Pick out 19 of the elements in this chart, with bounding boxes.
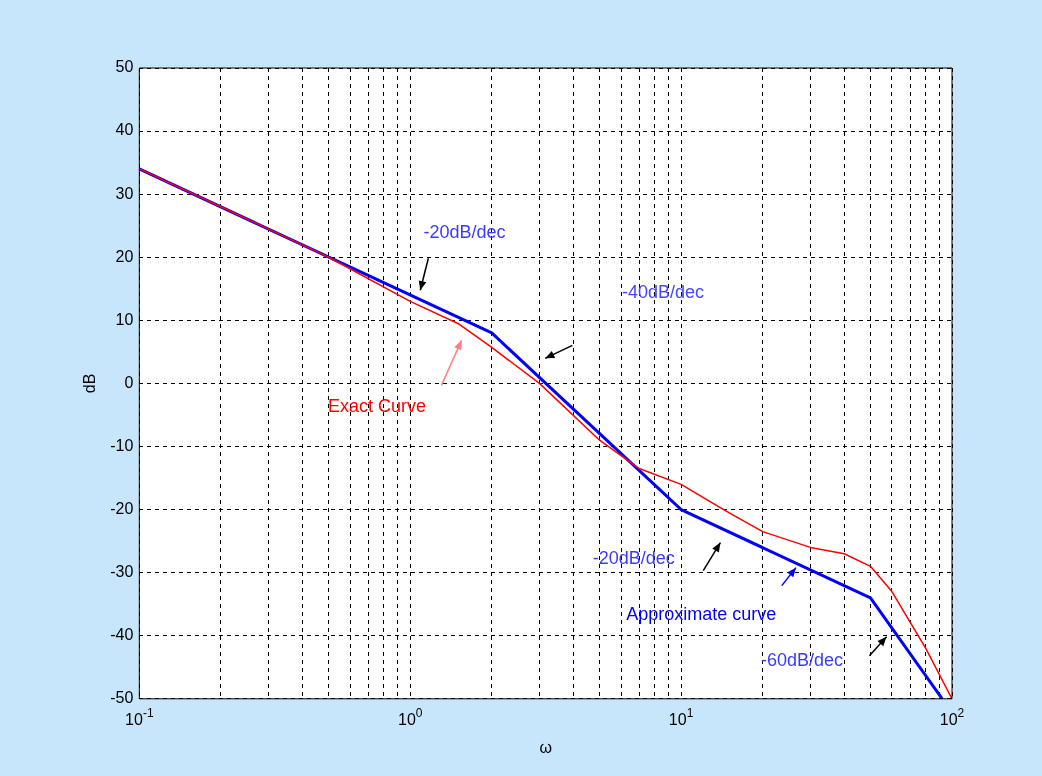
y-tick-label: 0 [124,373,134,391]
y-tick-label: 50 [115,58,134,76]
y-tick-label: -10 [110,436,134,454]
x-axis-title: ω [539,738,552,756]
y-tick-label: -20 [110,499,134,517]
y-tick-label: -50 [110,689,134,707]
y-axis-title: dB [81,373,99,394]
annotation: -60dB/dec [760,649,843,670]
annotation: Exact Curve [327,396,427,417]
annotation: Approximate curve [626,603,777,624]
y-tick-label: 40 [115,121,134,139]
y-tick-label: -30 [110,563,134,581]
y-tick-label: 20 [115,247,134,265]
y-tick-label: 10 [115,310,134,328]
annotation: -40dB/dec [621,282,705,303]
y-tick-label: 30 [115,184,134,202]
annotation: -20dB/dec [423,222,506,243]
y-tick-label: -40 [110,626,134,644]
annotation: -20dB/dec [592,547,675,568]
